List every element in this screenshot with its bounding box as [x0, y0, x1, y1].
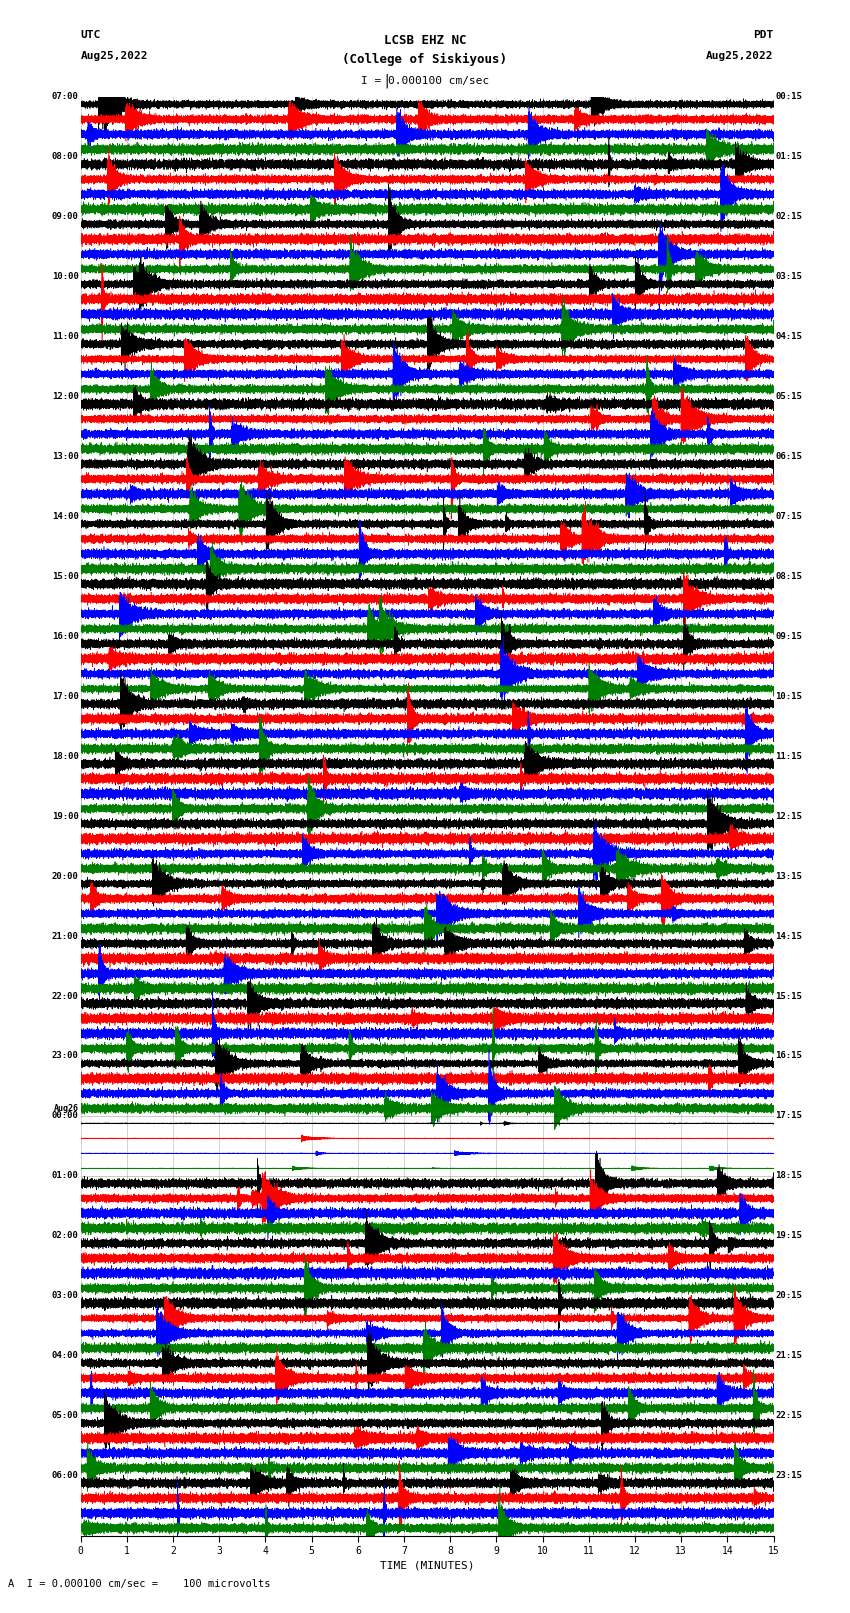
Text: 07:15: 07:15: [775, 511, 802, 521]
Text: 12:15: 12:15: [775, 811, 802, 821]
Text: 21:15: 21:15: [775, 1352, 802, 1360]
Text: 14:00: 14:00: [52, 511, 79, 521]
Text: 05:15: 05:15: [775, 392, 802, 402]
Text: Aug25,2022: Aug25,2022: [81, 52, 148, 61]
Text: 01:15: 01:15: [775, 152, 802, 161]
Text: 02:00: 02:00: [52, 1231, 79, 1240]
Text: 07:00: 07:00: [52, 92, 79, 102]
Text: 11:00: 11:00: [52, 332, 79, 340]
Text: PDT: PDT: [753, 31, 774, 40]
Text: 23:00: 23:00: [52, 1052, 79, 1060]
Text: 20:00: 20:00: [52, 871, 79, 881]
Text: 11:15: 11:15: [775, 752, 802, 761]
Text: 14:15: 14:15: [775, 932, 802, 940]
Text: 21:00: 21:00: [52, 932, 79, 940]
Text: Aug26: Aug26: [54, 1103, 79, 1113]
Text: 16:00: 16:00: [52, 632, 79, 640]
Text: 20:15: 20:15: [775, 1292, 802, 1300]
Text: 06:15: 06:15: [775, 452, 802, 461]
Text: 08:15: 08:15: [775, 573, 802, 581]
Text: 04:00: 04:00: [52, 1352, 79, 1360]
Text: 03:15: 03:15: [775, 273, 802, 281]
Text: 19:00: 19:00: [52, 811, 79, 821]
Text: LCSB EHZ NC: LCSB EHZ NC: [383, 34, 467, 47]
Text: 08:00: 08:00: [52, 152, 79, 161]
Text: 01:00: 01:00: [52, 1171, 79, 1181]
Text: |: |: [382, 74, 391, 87]
Text: 22:00: 22:00: [52, 992, 79, 1000]
Text: 19:15: 19:15: [775, 1231, 802, 1240]
Text: 12:00: 12:00: [52, 392, 79, 402]
Text: 16:15: 16:15: [775, 1052, 802, 1060]
Text: Aug25,2022: Aug25,2022: [706, 52, 774, 61]
Text: I = 0.000100 cm/sec: I = 0.000100 cm/sec: [361, 76, 489, 85]
Text: 10:00: 10:00: [52, 273, 79, 281]
Text: 00:15: 00:15: [775, 92, 802, 102]
Text: 13:00: 13:00: [52, 452, 79, 461]
Text: 04:15: 04:15: [775, 332, 802, 340]
Text: 17:00: 17:00: [52, 692, 79, 700]
Text: 15:15: 15:15: [775, 992, 802, 1000]
Text: 09:15: 09:15: [775, 632, 802, 640]
X-axis label: TIME (MINUTES): TIME (MINUTES): [380, 1560, 474, 1569]
Text: 23:15: 23:15: [775, 1471, 802, 1481]
Text: 22:15: 22:15: [775, 1411, 802, 1419]
Text: (College of Siskiyous): (College of Siskiyous): [343, 53, 507, 66]
Text: 18:15: 18:15: [775, 1171, 802, 1181]
Text: 05:00: 05:00: [52, 1411, 79, 1419]
Text: 02:15: 02:15: [775, 213, 802, 221]
Text: 00:00: 00:00: [52, 1111, 79, 1121]
Text: 17:15: 17:15: [775, 1111, 802, 1121]
Text: 18:00: 18:00: [52, 752, 79, 761]
Text: 15:00: 15:00: [52, 573, 79, 581]
Text: A  I = 0.000100 cm/sec =    100 microvolts: A I = 0.000100 cm/sec = 100 microvolts: [8, 1579, 271, 1589]
Text: 06:00: 06:00: [52, 1471, 79, 1481]
Text: UTC: UTC: [81, 31, 101, 40]
Text: 10:15: 10:15: [775, 692, 802, 700]
Text: 03:00: 03:00: [52, 1292, 79, 1300]
Text: 13:15: 13:15: [775, 871, 802, 881]
Text: 09:00: 09:00: [52, 213, 79, 221]
